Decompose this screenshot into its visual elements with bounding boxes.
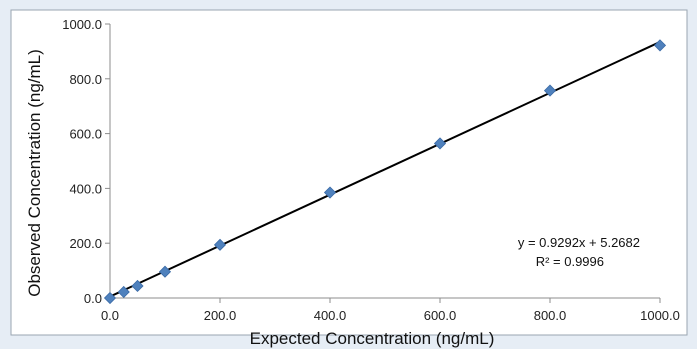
data-point [433, 137, 447, 150]
y-tick-label: 600.0 [69, 127, 102, 142]
data-point [131, 279, 144, 293]
data-point [103, 291, 117, 305]
data-point [213, 238, 227, 251]
axes [105, 23, 661, 303]
x-tick-label: 1000.0 [640, 308, 680, 323]
trendline [109, 41, 661, 298]
y-tick-label: 0.0 [84, 291, 102, 306]
data-point [323, 186, 337, 199]
tick-labels: 0.0 200.0 400.0 600.0 800.0 1000.0 0.0 200.0 400… [62, 17, 680, 323]
data-points [103, 39, 667, 305]
y-tick-label: 400.0 [69, 181, 102, 196]
trendline-group [109, 41, 661, 298]
y-tick-label: 1000.0 [62, 17, 102, 32]
x-tick-label: 600.0 [424, 308, 457, 323]
data-point [117, 285, 130, 299]
x-axis-title: Expected Concentration (ng/mL) [250, 329, 495, 348]
y-axis-title: Observed Concentration (ng/mL) [25, 49, 44, 297]
data-point [158, 265, 172, 278]
trendline-equation: y = 0.9292x + 5.2682 [518, 235, 640, 250]
x-tick-label: 800.0 [534, 308, 567, 323]
x-tick-label: 400.0 [314, 308, 347, 323]
x-tick-label: 200.0 [204, 308, 237, 323]
data-point [543, 84, 557, 97]
x-tick-label: 0.0 [101, 308, 119, 323]
trendline-r-squared: R² = 0.9996 [536, 254, 604, 269]
y-tick-label: 800.0 [69, 72, 102, 87]
data-point [653, 39, 667, 52]
y-tick-label: 200.0 [69, 236, 102, 251]
plot-area [10, 9, 688, 336]
